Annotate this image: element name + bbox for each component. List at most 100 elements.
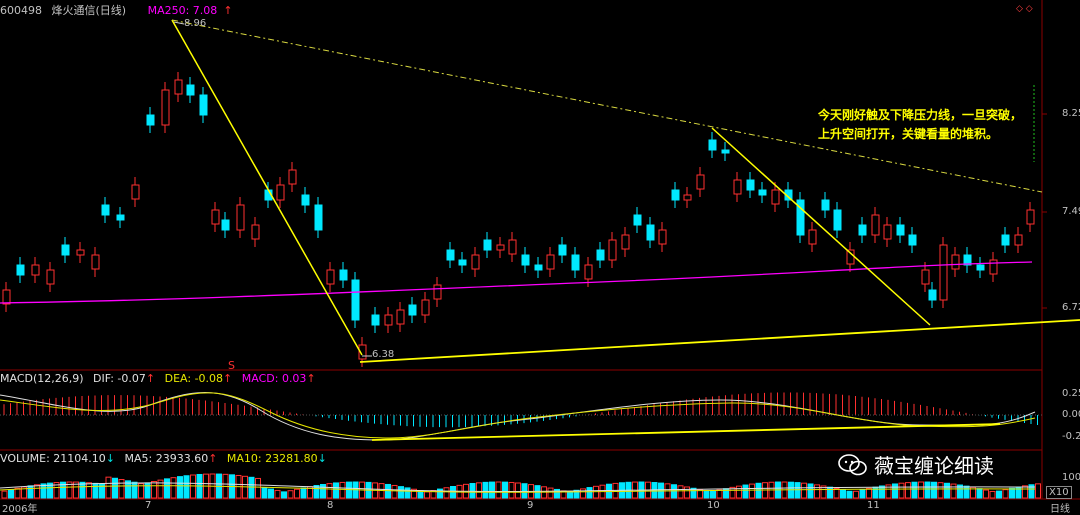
volume-bar — [1035, 483, 1041, 499]
volume-bar — [554, 488, 560, 499]
volume-bar — [8, 489, 14, 499]
volume-bar — [495, 481, 502, 499]
candle-body — [858, 224, 867, 236]
volume-bar — [580, 488, 586, 499]
candle-body — [721, 149, 730, 154]
candle-body — [571, 254, 580, 271]
volume-bar — [924, 481, 931, 499]
candle-body — [496, 244, 505, 251]
volume-bar — [957, 484, 963, 499]
macd-tick: 0.00 — [1062, 409, 1080, 420]
window-controls[interactable]: ◇ ◇ — [1016, 4, 1033, 14]
volume-bar — [710, 491, 716, 499]
candle-body — [608, 239, 617, 261]
macd-name: MACD(12,26,9) — [0, 372, 84, 385]
candle-body — [833, 209, 842, 231]
volume-bar — [105, 476, 112, 499]
volume-bar — [840, 489, 846, 499]
candle-body — [161, 89, 170, 126]
candle-body — [1001, 234, 1010, 246]
price-tick: 7.49 — [1062, 206, 1080, 217]
volume-bar — [268, 488, 274, 499]
candle-body — [921, 269, 930, 285]
volume-bar — [157, 479, 164, 499]
volume-bar — [86, 482, 92, 499]
candle-body — [939, 244, 948, 301]
volume-bar — [684, 486, 690, 499]
candle-body — [871, 214, 880, 236]
candle-body — [883, 224, 892, 240]
candle-body — [846, 249, 855, 265]
candle-body — [91, 254, 100, 270]
volume-unit: X10 — [1046, 486, 1072, 499]
annotation-text: 今天刚好触及下降压力线，一旦突破， 上升空间打开，关键看量的堆积。 — [818, 106, 1033, 144]
volume-bar — [573, 489, 580, 499]
volume-bar — [255, 477, 261, 499]
annotation-line1: 今天刚好触及下降压力线，一旦突破， — [818, 108, 1023, 122]
candle-body — [796, 199, 805, 236]
volume-bar — [586, 487, 593, 499]
volume-bar — [125, 480, 131, 499]
candle-body — [174, 79, 183, 95]
macd-divergence-line — [371, 423, 1001, 441]
candle-body — [483, 239, 492, 251]
candle-body — [61, 244, 70, 256]
candle-body — [288, 169, 297, 185]
volume-bar — [931, 481, 937, 499]
volume-bar — [716, 489, 723, 499]
volume-bar — [281, 491, 287, 499]
volume-bar — [79, 481, 86, 499]
volume-bar — [40, 483, 47, 499]
candle-body — [658, 229, 667, 245]
candle-body — [896, 224, 905, 236]
volume-bar — [391, 484, 398, 499]
resistance-line — [171, 19, 1043, 193]
volume-header: VOLUME: 21104.10↓ MA5: 23933.60↑ MA10: 2… — [0, 452, 333, 466]
candle-body — [396, 309, 405, 325]
watermark-text: 薇宝缠论细读 — [874, 454, 994, 478]
candle-body — [276, 184, 285, 201]
volume-bar — [112, 477, 118, 499]
volume-bar — [476, 482, 482, 499]
volume-bar — [690, 487, 697, 499]
candle-body — [584, 264, 593, 280]
decline-trendline — [711, 127, 931, 326]
volume-bar — [749, 483, 755, 499]
candle-body — [963, 254, 972, 266]
macd-header: MACD(12,26,9) DIF: -0.07↑ DEA: -0.08↑ MA… — [0, 372, 322, 386]
candle-body — [821, 199, 830, 211]
volume-ma10: MA10: 23281.80↓ — [226, 452, 327, 465]
volume-bar — [385, 483, 391, 499]
candle-body — [646, 224, 655, 241]
volume-bar — [144, 482, 151, 499]
candle-body — [76, 249, 85, 256]
candle-body — [351, 279, 360, 321]
candle-body — [16, 264, 25, 276]
candle-body — [251, 224, 260, 240]
volume-bar — [814, 484, 820, 499]
sell-marker: S — [228, 359, 235, 372]
volume-bar — [794, 482, 801, 499]
candle-body — [199, 94, 208, 116]
volume-bar — [976, 488, 983, 499]
volume-bar — [326, 483, 333, 499]
volume-bar — [27, 485, 34, 499]
candle-body — [339, 269, 348, 281]
candle-body — [784, 189, 793, 201]
x-axis: 2006年 7 8 9 10 11 日线 — [0, 500, 1080, 515]
volume-bar — [859, 489, 866, 499]
volume-bar — [138, 483, 144, 499]
volume-bar — [729, 486, 736, 499]
candle-body — [746, 179, 755, 191]
stock-symbol: 600498 — [0, 4, 42, 17]
volume-bar — [567, 491, 573, 499]
volume-bar — [918, 481, 924, 499]
x-tick: 日线 — [1050, 504, 1070, 515]
candle-body — [671, 189, 680, 201]
candle-body — [951, 254, 960, 270]
candle-body — [211, 209, 220, 225]
x-tick: 2006年 — [2, 504, 38, 515]
volume-bar — [482, 481, 489, 499]
volume-bar — [21, 486, 27, 499]
